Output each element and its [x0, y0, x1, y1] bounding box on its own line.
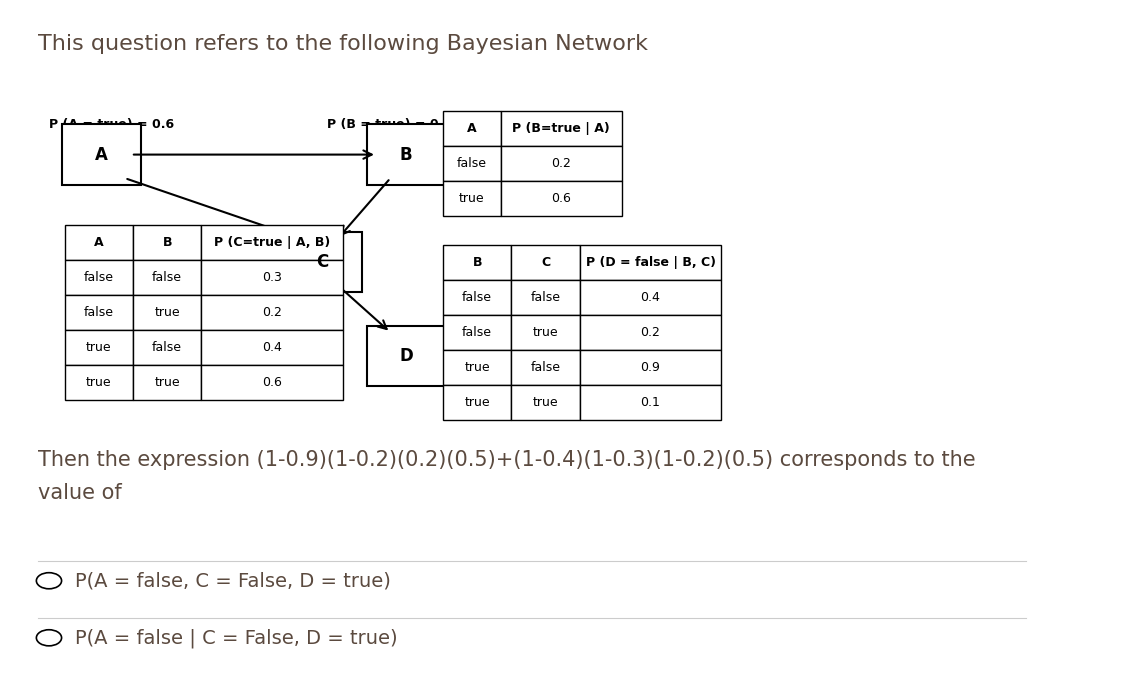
Bar — [580, 315, 721, 350]
Bar — [133, 260, 201, 295]
Bar — [443, 315, 511, 350]
FancyBboxPatch shape — [367, 125, 446, 185]
Bar — [501, 146, 622, 181]
Text: 0.2: 0.2 — [262, 306, 282, 319]
Bar — [201, 260, 343, 295]
Text: true: true — [86, 375, 112, 388]
Text: 0.4: 0.4 — [262, 340, 282, 353]
Bar — [580, 280, 721, 315]
Bar — [133, 225, 201, 260]
Bar — [65, 260, 133, 295]
Bar — [133, 295, 201, 329]
Text: B: B — [472, 256, 482, 269]
Text: B: B — [400, 146, 413, 164]
Bar — [443, 245, 511, 280]
FancyBboxPatch shape — [62, 125, 141, 185]
FancyBboxPatch shape — [367, 326, 446, 386]
Bar — [65, 329, 133, 364]
Text: false: false — [152, 340, 182, 353]
Bar — [201, 329, 343, 364]
Text: true: true — [459, 192, 485, 205]
Bar — [511, 385, 580, 420]
Text: 0.6: 0.6 — [551, 192, 572, 205]
Text: true: true — [154, 306, 179, 319]
Text: A: A — [467, 122, 477, 135]
Text: false: false — [462, 291, 493, 304]
Text: A: A — [95, 146, 107, 164]
FancyBboxPatch shape — [282, 232, 361, 292]
Text: false: false — [152, 271, 182, 284]
Bar — [443, 385, 511, 420]
Text: 0.2: 0.2 — [640, 326, 661, 339]
Bar — [580, 385, 721, 420]
Text: 0.3: 0.3 — [262, 271, 282, 284]
Bar — [133, 329, 201, 364]
Bar — [443, 280, 511, 315]
Bar — [580, 245, 721, 280]
Text: P (B = true) = 0.5: P (B = true) = 0.5 — [327, 118, 453, 131]
Bar — [580, 350, 721, 385]
Text: false: false — [457, 157, 487, 170]
Text: true: true — [464, 361, 490, 374]
Text: 0.4: 0.4 — [640, 291, 661, 304]
Text: false: false — [530, 361, 560, 374]
Text: false: false — [462, 326, 493, 339]
Bar — [133, 364, 201, 399]
Bar — [511, 280, 580, 315]
Text: P(A = false | C = False, D = true): P(A = false | C = False, D = true) — [75, 628, 398, 647]
Text: P (D = false | B, C): P (D = false | B, C) — [585, 256, 716, 269]
Text: true: true — [533, 396, 558, 409]
Bar — [443, 181, 501, 216]
Bar — [201, 225, 343, 260]
Text: P (B=true | A): P (B=true | A) — [512, 122, 610, 135]
Text: true: true — [86, 340, 112, 353]
Bar — [201, 295, 343, 329]
Bar — [65, 225, 133, 260]
Text: true: true — [533, 326, 558, 339]
Bar — [501, 181, 622, 216]
Bar — [501, 111, 622, 146]
Text: A: A — [94, 236, 104, 249]
Text: 0.1: 0.1 — [640, 396, 661, 409]
Text: 0.2: 0.2 — [551, 157, 572, 170]
Text: true: true — [464, 396, 490, 409]
Text: 0.6: 0.6 — [262, 375, 282, 388]
Text: 0.9: 0.9 — [640, 361, 661, 374]
Text: true: true — [154, 375, 179, 388]
Bar — [443, 146, 501, 181]
Bar — [511, 315, 580, 350]
Bar — [65, 364, 133, 399]
Text: P (C=true | A, B): P (C=true | A, B) — [214, 236, 330, 249]
Text: This question refers to the following Bayesian Network: This question refers to the following Ba… — [39, 34, 648, 54]
Text: false: false — [83, 271, 114, 284]
Bar — [443, 350, 511, 385]
Bar — [511, 245, 580, 280]
Bar — [443, 111, 501, 146]
Text: B: B — [162, 236, 171, 249]
Text: C: C — [317, 253, 328, 271]
Text: P(A = false, C = False, D = true): P(A = false, C = False, D = true) — [75, 571, 391, 590]
Text: false: false — [83, 306, 114, 319]
Text: false: false — [530, 291, 560, 304]
Bar — [201, 364, 343, 399]
Bar — [511, 350, 580, 385]
Text: D: D — [399, 347, 413, 365]
Text: Then the expression (1-0.9)(1-0.2)(0.2)(0.5)+(1-0.4)(1-0.3)(1-0.2)(0.5) correspo: Then the expression (1-0.9)(1-0.2)(0.2)(… — [39, 450, 976, 503]
Text: C: C — [541, 256, 550, 269]
Bar — [65, 295, 133, 329]
Text: P (A = true) = 0.6: P (A = true) = 0.6 — [49, 118, 174, 131]
